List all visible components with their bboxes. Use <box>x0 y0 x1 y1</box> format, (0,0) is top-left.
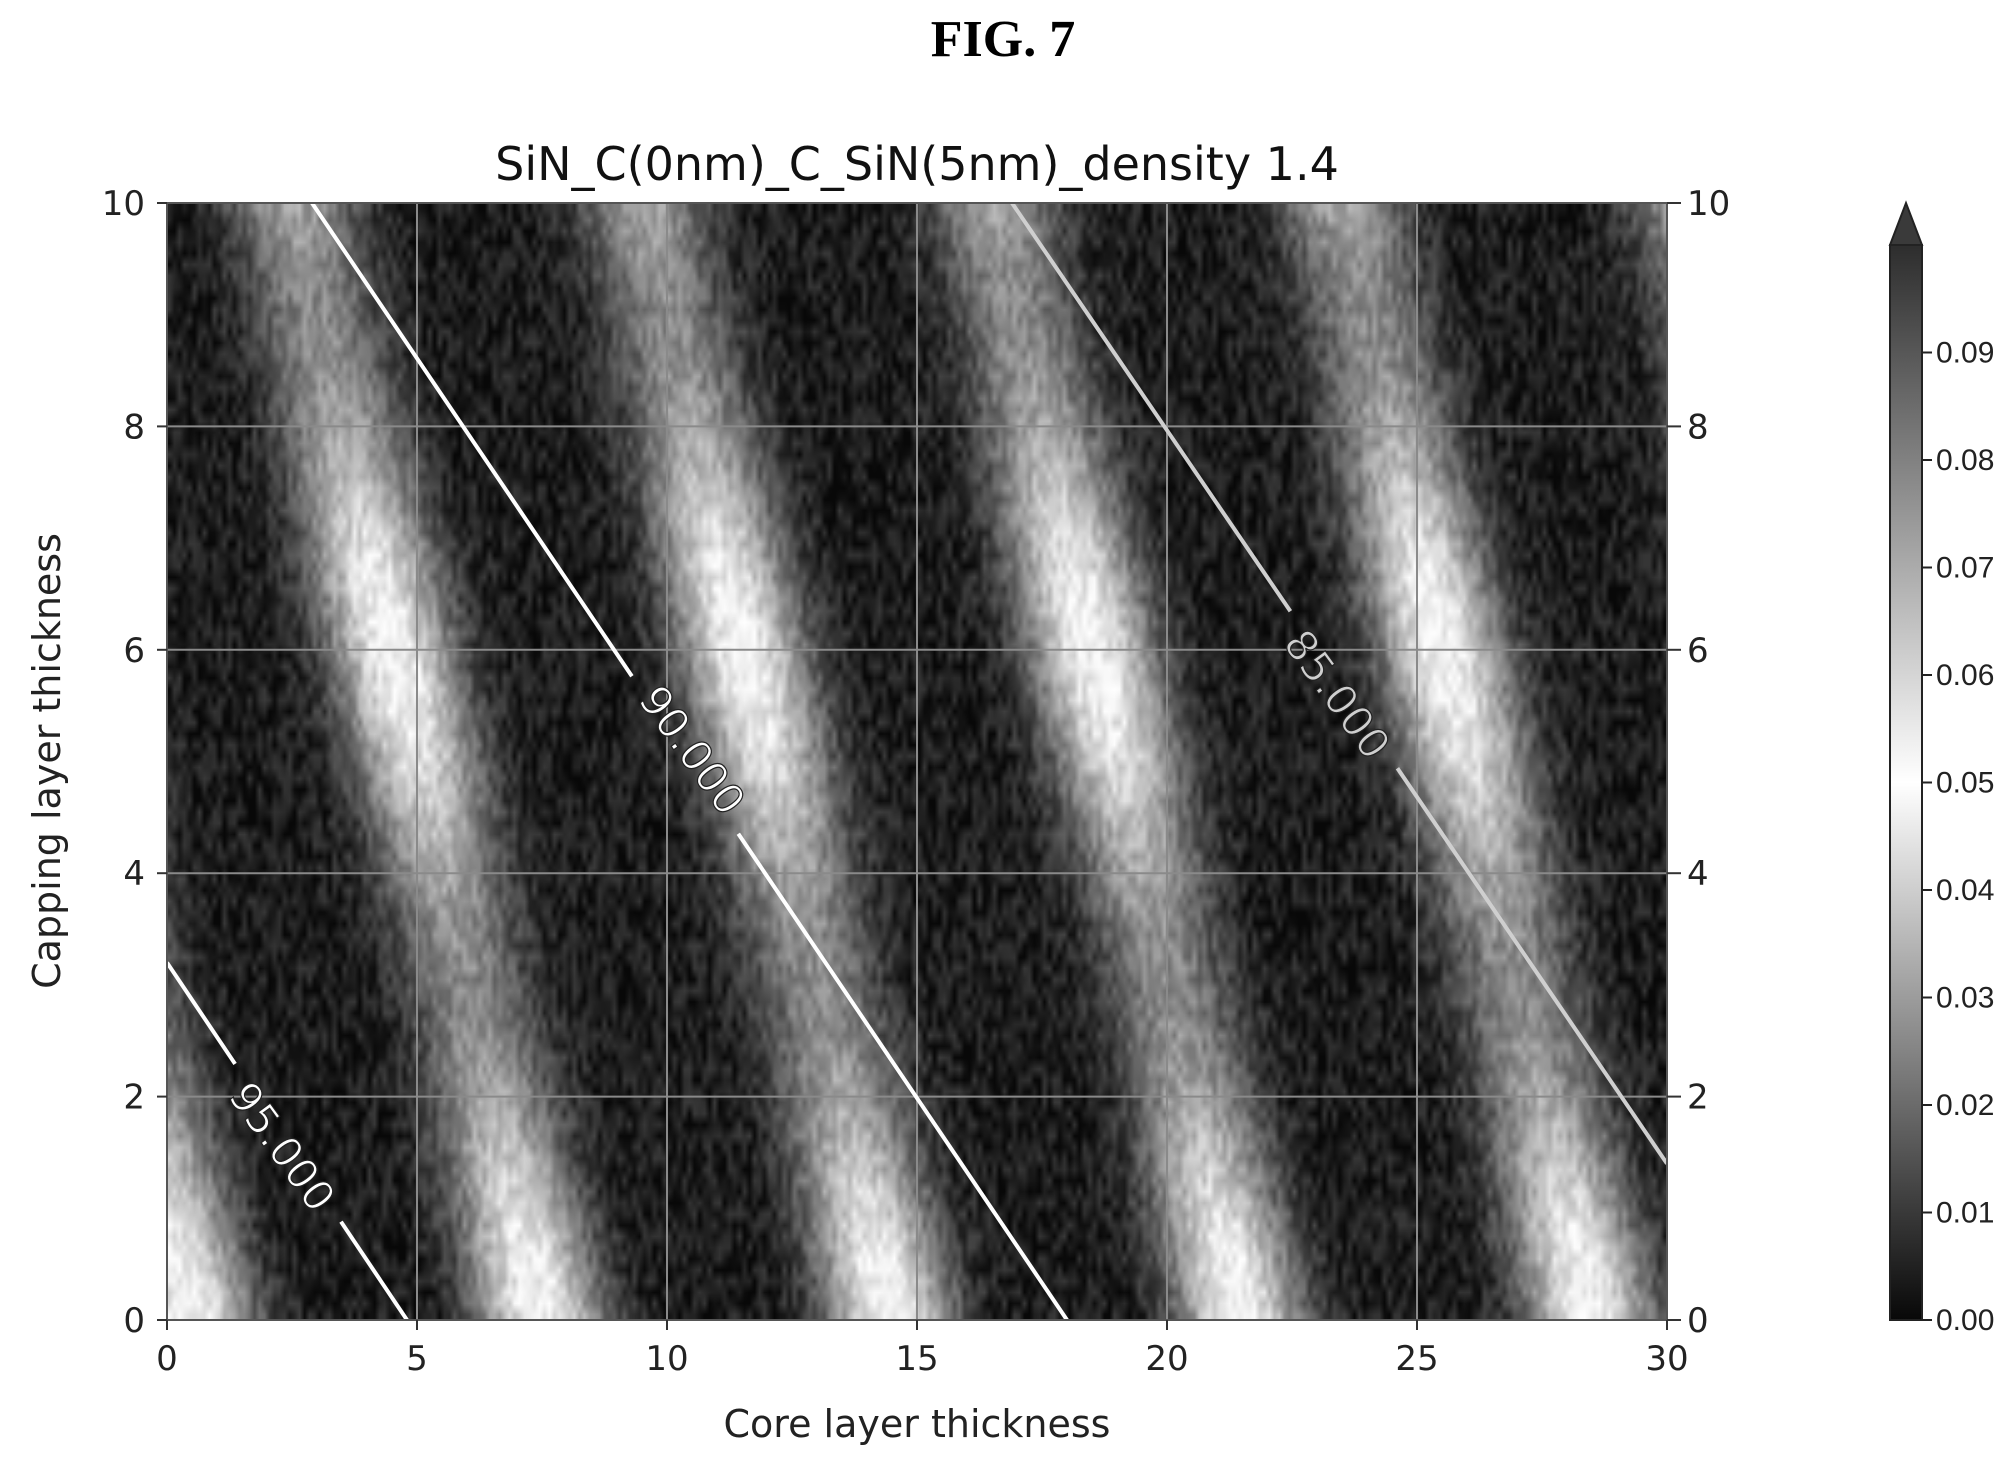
x-tick-label: 5 <box>406 1339 428 1379</box>
y-right-tick-label: 0 <box>1687 1301 1709 1341</box>
y-axis-right-ticks: 0 2 4 6 8 10 <box>1667 184 1730 1341</box>
y-right-tick-label: 10 <box>1687 184 1730 224</box>
colorbar-tick-label: 0.01 <box>1936 1197 1994 1230</box>
x-axis-ticks: 0 5 10 15 20 25 30 <box>156 1320 1688 1379</box>
y-tick-label: 6 <box>123 631 145 671</box>
colorbar-tick-label: 0.05 <box>1936 767 1994 800</box>
colorbar-extend-triangle <box>1890 203 1922 245</box>
colorbar-tick-label: 0.04 <box>1936 874 1994 907</box>
colorbar-tick-label: 0.08 <box>1936 444 1994 477</box>
y-axis-label: Capping layer thickness <box>25 533 69 989</box>
figure-label: FIG. 7 <box>931 11 1075 68</box>
y-tick-label: 2 <box>123 1078 145 1118</box>
colorbar: 0.00 0.01 0.02 0.03 0.04 0.05 0.06 0.07 0.08 0.09 <box>1890 203 1994 1337</box>
y-tick-label: 0 <box>123 1301 145 1341</box>
colorbar-tick-label: 0.03 <box>1936 982 1994 1015</box>
y-right-tick-label: 2 <box>1687 1078 1709 1118</box>
x-tick-label: 25 <box>1395 1339 1438 1379</box>
x-tick-label: 15 <box>895 1339 938 1379</box>
colorbar-tick-label: 0.07 <box>1936 552 1994 585</box>
x-tick-label: 0 <box>156 1339 178 1379</box>
y-right-tick-label: 6 <box>1687 631 1709 671</box>
colorbar-ticks: 0.00 0.01 0.02 0.03 0.04 0.05 0.06 0.07 0.08 0.09 <box>1922 337 1994 1338</box>
y-tick-label: 4 <box>123 854 145 894</box>
colorbar-tick-label: 0.00 <box>1936 1304 1994 1337</box>
x-tick-label: 30 <box>1645 1339 1688 1379</box>
y-tick-label: 8 <box>123 407 145 447</box>
x-tick-label: 10 <box>645 1339 688 1379</box>
y-axis-ticks: 0 2 4 6 8 10 <box>102 184 167 1341</box>
plot-area: 95.00090.000 85.000 <box>167 203 1667 1320</box>
x-axis-label: Core layer thickness <box>724 1402 1111 1446</box>
y-tick-label: 10 <box>102 184 145 224</box>
y-right-tick-label: 8 <box>1687 407 1709 447</box>
colorbar-tick-label: 0.06 <box>1936 659 1994 692</box>
colorbar-tick-label: 0.09 <box>1936 337 1994 370</box>
colorbar-tick-label: 0.02 <box>1936 1089 1994 1122</box>
y-right-tick-label: 4 <box>1687 854 1709 894</box>
colorbar-gradient <box>1890 245 1922 1320</box>
x-tick-label: 20 <box>1145 1339 1188 1379</box>
chart-title: SiN_C(0nm)_C_SiN(5nm)_density 1.4 <box>495 137 1339 191</box>
